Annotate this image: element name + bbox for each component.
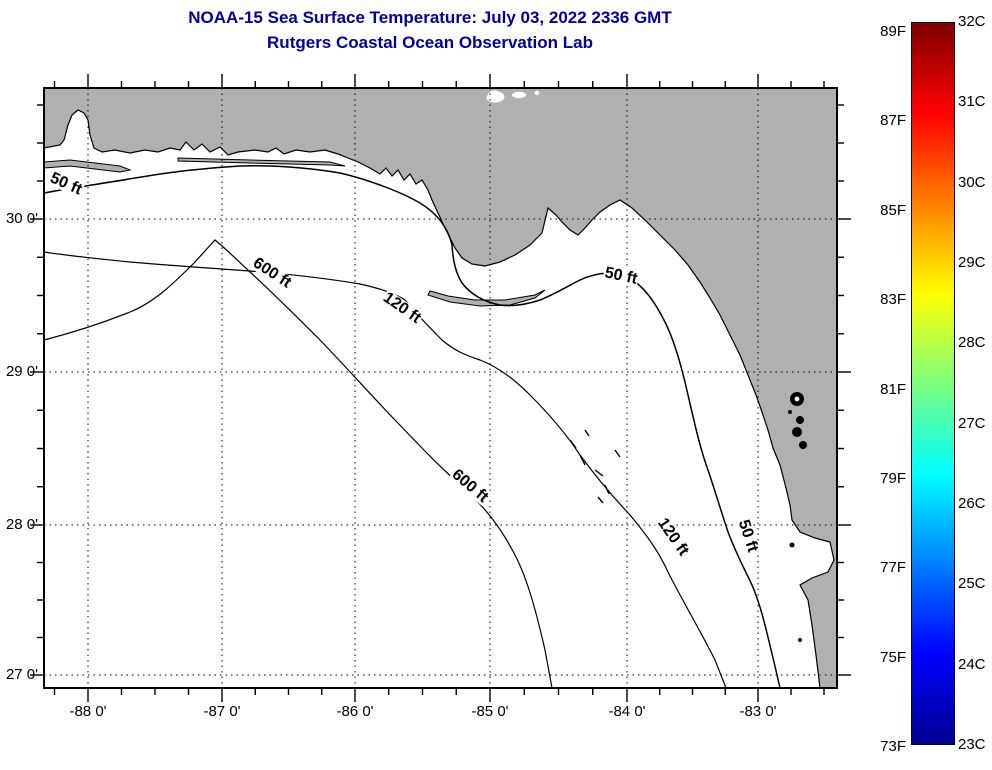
colorbar-c-label: 23C	[958, 736, 986, 753]
contour-120ft	[44, 251, 727, 688]
y-tick-label: 27 0'	[5, 666, 38, 683]
colorbar-f-label: 81F	[880, 381, 906, 398]
x-tick-label: -87 0'	[203, 703, 241, 720]
colorbar-f-label: 87F	[880, 112, 906, 129]
land-mass	[44, 88, 837, 688]
barrier-island	[177, 157, 346, 167]
map-frame	[43, 87, 838, 689]
figure-subtitle: Rutgers Coastal Ocean Observation Lab	[267, 33, 593, 52]
colorbar-f-label: 85F	[880, 202, 906, 219]
cloud-specks	[486, 90, 540, 103]
graticule	[44, 88, 837, 688]
colorbar-c-label: 32C	[958, 13, 986, 30]
colorbar-f-label: 83F	[880, 291, 906, 308]
barrier-island	[427, 289, 546, 307]
colorbar-c-label: 25C	[958, 575, 986, 592]
x-tick-label: -83 0'	[739, 703, 777, 720]
temperature-colorbar	[911, 22, 955, 745]
colorbar-c-label: 27C	[958, 415, 986, 432]
y-tick-label: 28 0'	[5, 516, 38, 533]
colorbar-c-label: 30C	[958, 174, 986, 191]
colorbar-f-label: 75F	[880, 649, 906, 666]
y-tick-label: 30 0'	[5, 210, 38, 227]
coast-blobs	[788, 392, 807, 642]
colorbar-c-label: 31C	[958, 93, 986, 110]
figure-title: NOAA-15 Sea Surface Temperature: July 03…	[188, 8, 672, 27]
x-tick-label: -84 0'	[608, 703, 646, 720]
colorbar-c-label: 26C	[958, 495, 986, 512]
colorbar-c-label: 24C	[958, 656, 986, 673]
shoal-marks	[569, 429, 621, 504]
x-tick-label: -88 0'	[69, 703, 107, 720]
contour-600ft	[44, 239, 553, 688]
colorbar-f-label: 79F	[880, 470, 906, 487]
y-tick-label: 29 0'	[5, 363, 38, 380]
colorbar-c-label: 29C	[958, 254, 986, 271]
colorbar-f-label: 73F	[880, 738, 906, 755]
x-tick-label: -85 0'	[471, 703, 509, 720]
colorbar-f-label: 89F	[880, 23, 906, 40]
barrier-island	[44, 159, 132, 173]
colorbar-c-label: 28C	[958, 334, 986, 351]
contour-50ft	[44, 165, 781, 688]
x-tick-label: -86 0'	[336, 703, 374, 720]
colorbar-f-label: 77F	[880, 559, 906, 576]
